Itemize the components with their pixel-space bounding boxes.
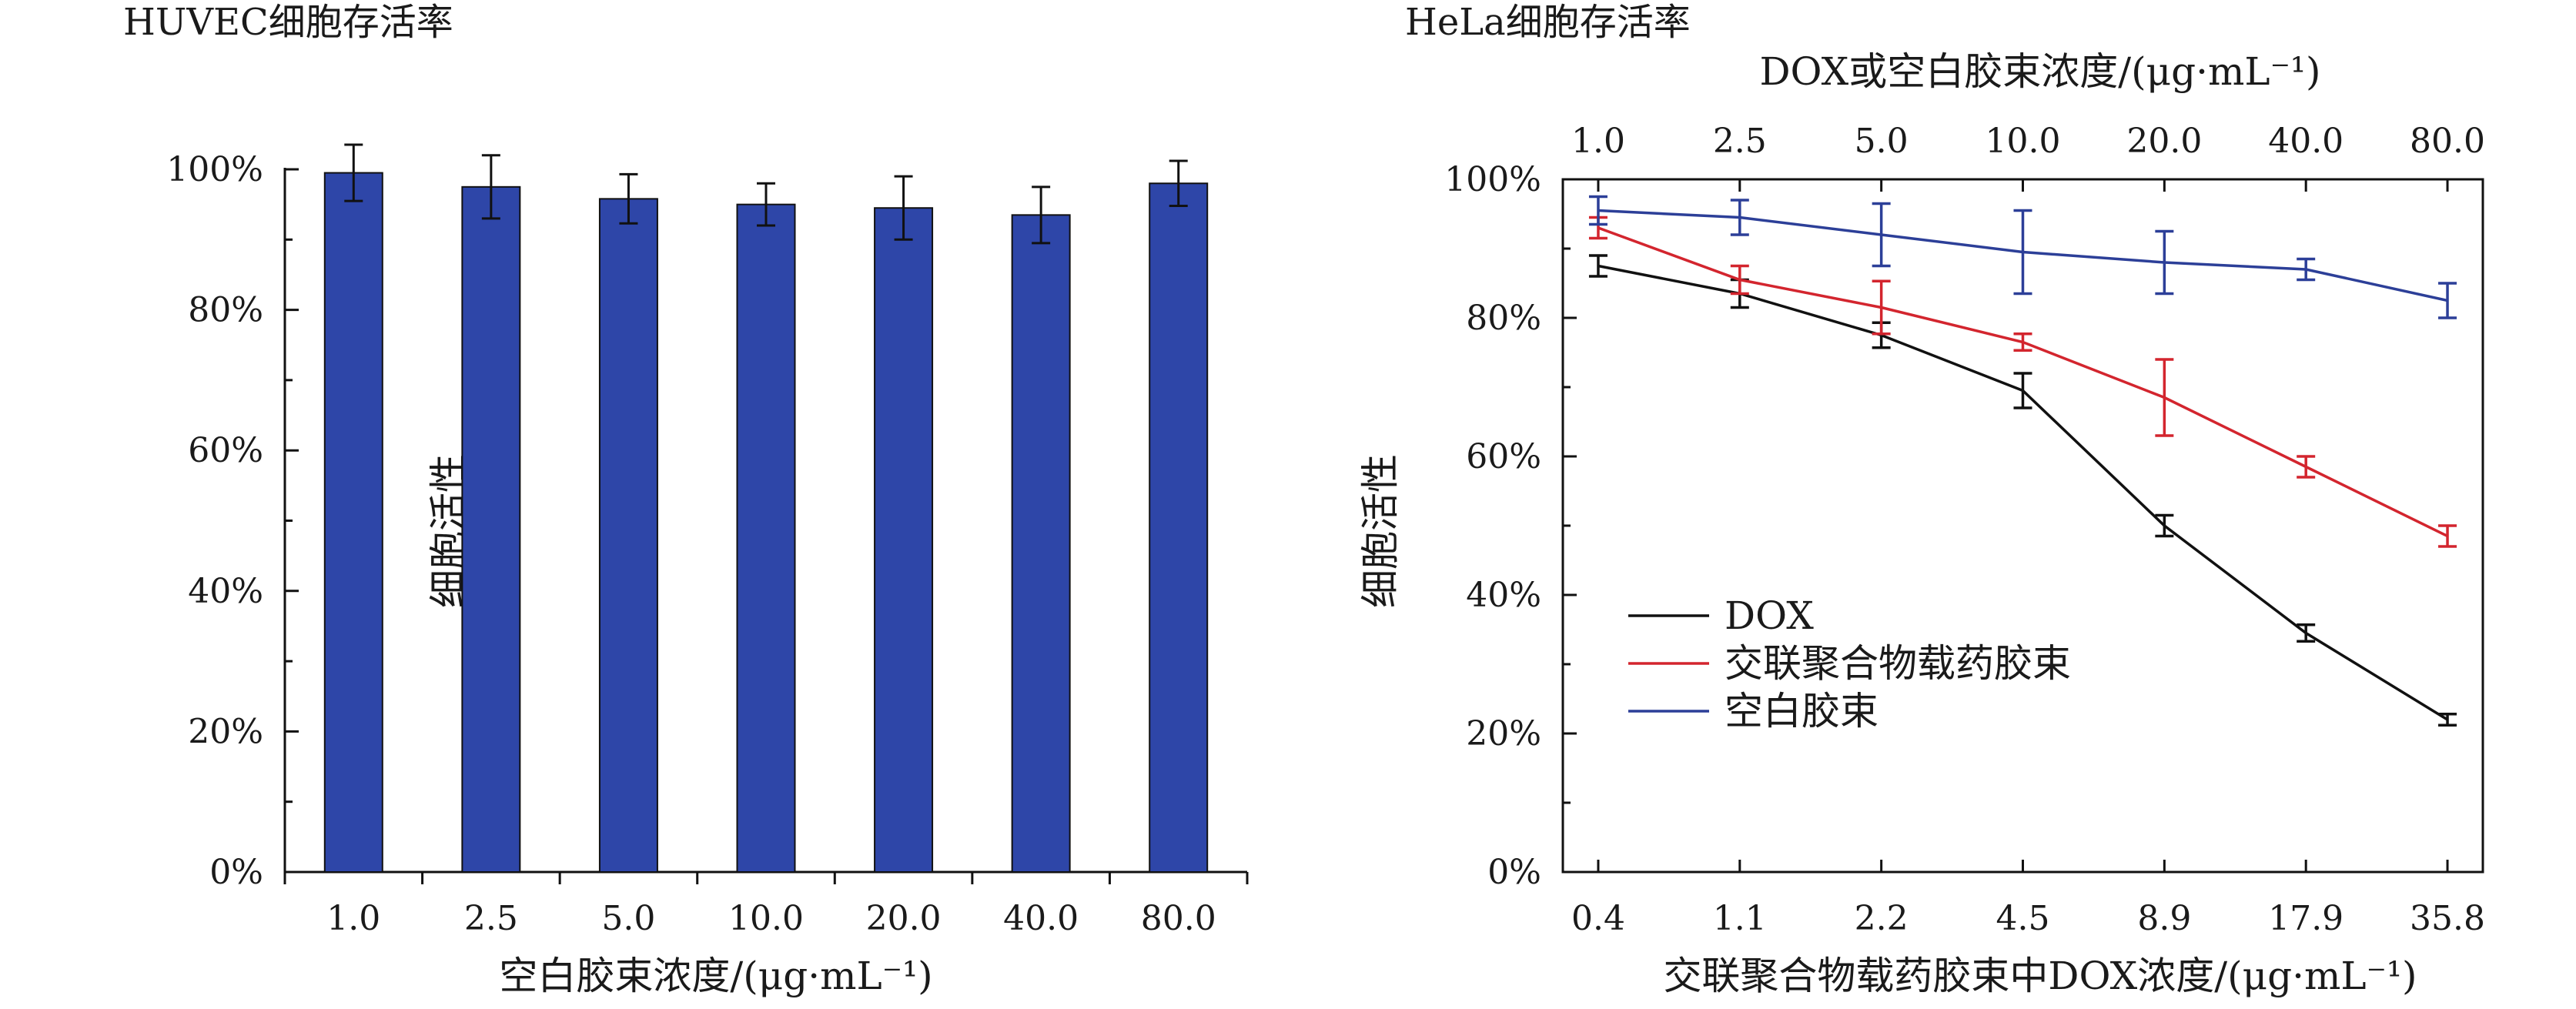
huvec-x-tick-label: 1.0 xyxy=(326,899,380,938)
hela-y-tick-label: 0% xyxy=(1487,853,1541,892)
hela-line-chart: HeLa细胞存活率 DOX或空白胶束浓度/(μg·mL⁻¹) 细胞活性 交联聚合… xyxy=(1358,1,2485,998)
huvec-bar-chart: HUVEC细胞存活率 细胞活性 空白胶束浓度/(μg·mL⁻¹) 0%20%40… xyxy=(123,1,1249,998)
hela-x-tick-label: 1.1 xyxy=(1713,899,1767,938)
huvec-bar xyxy=(736,203,796,873)
huvec-x-tick-label: 5.0 xyxy=(601,899,655,938)
hela-y-tick-label: 40% xyxy=(1466,576,1541,615)
hela-y-tick-label: 100% xyxy=(1444,160,1541,199)
huvec-y-tick-label: 60% xyxy=(188,431,263,470)
hela-x-tick-label: 17.9 xyxy=(2268,899,2343,938)
hela-x-tick-label: 4.5 xyxy=(1996,899,2050,938)
hela-legend-label: 交联聚合物载药胶束 xyxy=(1725,641,2071,686)
hela-top-x-tick-label: 1.0 xyxy=(1571,122,1625,161)
huvec-x-tick-label: 20.0 xyxy=(866,899,942,938)
huvec-bar xyxy=(874,207,934,873)
huvec-y-tick-label: 20% xyxy=(188,712,263,751)
hela-top-x-tick-label: 20.0 xyxy=(2126,122,2202,161)
hela-top-x-tick-label: 10.0 xyxy=(1986,122,2061,161)
huvec-y-tick-label: 80% xyxy=(188,291,263,330)
hela-x-tick-label: 35.8 xyxy=(2410,899,2485,938)
huvec-y-tick-label: 0% xyxy=(209,853,263,892)
huvec-x-label: 空白胶束浓度/(μg·mL⁻¹) xyxy=(499,954,932,998)
huvec-bar xyxy=(461,185,521,873)
hela-top-x-tick-label: 5.0 xyxy=(1855,122,1909,161)
hela-top-x-tick-label: 80.0 xyxy=(2410,122,2485,161)
hela-top-x-tick-label: 40.0 xyxy=(2268,122,2343,161)
hela-title: HeLa细胞存活率 xyxy=(1405,1,1691,44)
hela-top-x-tick-label: 2.5 xyxy=(1713,122,1767,161)
huvec-bar xyxy=(1149,182,1209,873)
huvec-title: HUVEC细胞存活率 xyxy=(123,1,453,44)
hela-bottom-x-label: 交联聚合物载药胶束中DOX浓度/(μg·mL⁻¹) xyxy=(1663,954,2417,998)
hela-x-tick-label: 2.2 xyxy=(1855,899,1909,938)
huvec-bar xyxy=(1011,214,1071,874)
hela-x-tick-label: 8.9 xyxy=(2137,899,2191,938)
huvec-bar xyxy=(323,172,383,873)
hela-y-label: 细胞活性 xyxy=(1358,454,1403,608)
hela-x-tick-label: 0.4 xyxy=(1571,899,1625,938)
hela-top-x-label: DOX或空白胶束浓度/(μg·mL⁻¹) xyxy=(1759,49,2320,94)
huvec-x-tick-label: 40.0 xyxy=(1003,899,1079,938)
huvec-bar xyxy=(598,198,658,873)
hela-y-tick-label: 60% xyxy=(1466,437,1541,476)
huvec-y-tick-label: 40% xyxy=(188,572,263,611)
huvec-x-tick-label: 2.5 xyxy=(464,899,518,938)
hela-y-tick-label: 20% xyxy=(1466,714,1541,753)
huvec-x-tick-label: 10.0 xyxy=(728,899,804,938)
hela-legend-label: 空白胶束 xyxy=(1725,689,1878,733)
huvec-x-tick-label: 80.0 xyxy=(1141,899,1216,938)
huvec-y-tick-label: 100% xyxy=(166,150,263,189)
hela-legend-label: DOX xyxy=(1725,593,1814,638)
hela-y-tick-label: 80% xyxy=(1466,299,1541,338)
